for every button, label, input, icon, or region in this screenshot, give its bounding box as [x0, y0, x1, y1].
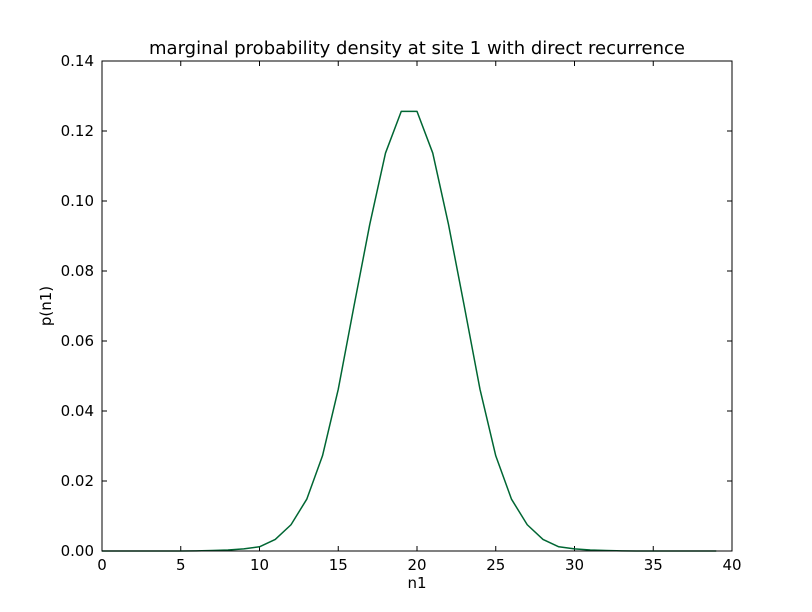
- x-tick-label: 25: [486, 556, 505, 574]
- x-axis: 0 5 10 15 20 25 30 35 40: [97, 61, 742, 574]
- x-tick-label: 35: [644, 556, 663, 574]
- y-tick-label: 0.06: [61, 332, 94, 350]
- y-axis-label: p(n1): [37, 286, 55, 326]
- x-tick-label: 20: [407, 556, 426, 574]
- x-tick-label: 0: [97, 556, 107, 574]
- x-tick-label: 15: [329, 556, 348, 574]
- x-tick-label: 30: [565, 556, 584, 574]
- x-axis-label: n1: [407, 574, 426, 592]
- y-tick-label: 0.08: [61, 262, 94, 280]
- y-axis: 0.00 0.02 0.04 0.06 0.08 0.10 0.12 0.14: [61, 52, 732, 560]
- plot-frame: [101, 60, 733, 552]
- x-tick-label: 10: [250, 556, 269, 574]
- y-tick-label: 0.02: [61, 472, 94, 490]
- y-tick-label: 0.14: [61, 52, 94, 70]
- y-tick-label: 0.10: [61, 192, 94, 210]
- y-tick-label: 0.00: [61, 542, 94, 560]
- x-tick-label: 5: [176, 556, 186, 574]
- y-tick-label: 0.12: [61, 122, 94, 140]
- x-tick-label: 40: [722, 556, 741, 574]
- y-tick-label: 0.04: [61, 402, 94, 420]
- chart-title: marginal probability density at site 1 w…: [149, 38, 685, 59]
- plot-background: [102, 61, 732, 551]
